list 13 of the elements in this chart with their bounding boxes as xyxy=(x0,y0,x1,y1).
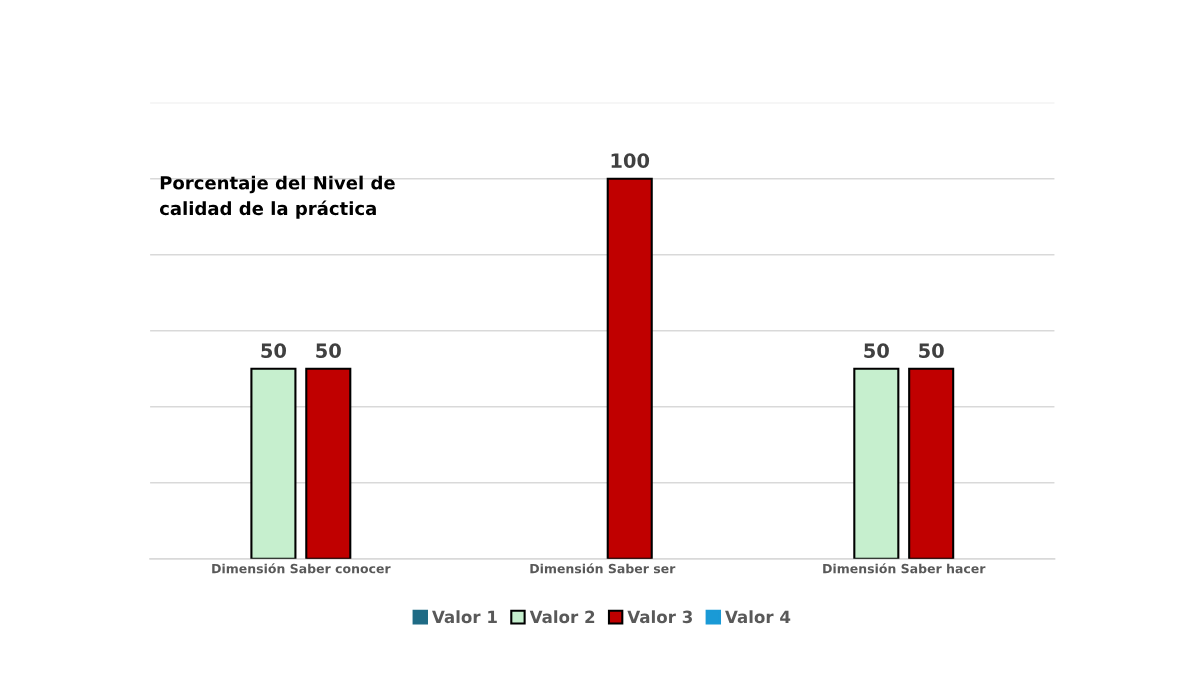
legend-label: Valor 4 xyxy=(725,610,791,624)
legend-label: Valor 3 xyxy=(627,610,692,624)
data-label: 50 xyxy=(261,343,287,359)
text: Porcentaje del Nivel de calidad de la práctica xyxy=(159,175,395,219)
legend-label: Valor 1 xyxy=(432,610,497,624)
x-tick-label: Dimensión Saber hacer xyxy=(823,563,986,574)
x-tick-label: Dimensión Saber ser xyxy=(530,563,676,574)
data-label: 100 xyxy=(611,153,650,168)
data-label: 50 xyxy=(864,343,889,359)
x-tick-label: Dimensión Saber conocer xyxy=(212,563,391,574)
legend-label: Valor 2 xyxy=(529,610,595,624)
data-label: 50 xyxy=(919,343,944,359)
data-label: 50 xyxy=(316,343,341,359)
